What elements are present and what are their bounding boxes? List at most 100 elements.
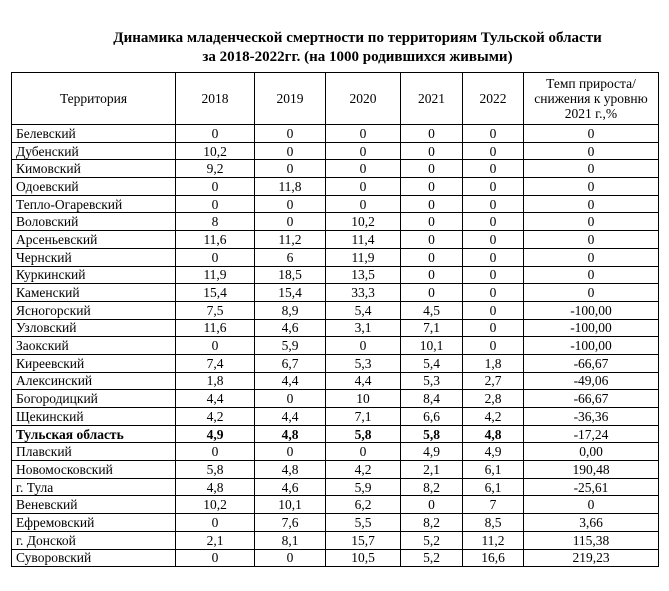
value-cell: 0 xyxy=(254,442,326,462)
table-row: Узловский 11,6 4,6 3,1 7,1 0 -100,00 xyxy=(11,318,659,338)
rate-cell: 219,23 xyxy=(523,548,659,568)
value-cell: 8,4 xyxy=(400,389,463,408)
table-row: Каменский 15,4 15,4 33,3 0 0 0 xyxy=(11,283,659,302)
territory-cell: Каменский xyxy=(11,283,176,302)
table-row: Алексинский 1,8 4,4 4,4 5,3 2,7 -49,06 xyxy=(11,371,659,391)
rate-cell: 0 xyxy=(523,247,659,267)
table-row: Киреевский 7,4 6,7 5,3 5,4 1,8 -66,67 xyxy=(11,353,659,373)
value-cell: 9,2 xyxy=(175,159,255,179)
value-cell: 11,9 xyxy=(325,247,401,267)
value-cell: 0 xyxy=(462,300,524,320)
value-cell: 0 xyxy=(175,124,255,143)
value-cell: 0 xyxy=(325,141,401,161)
table-row: Ефремовский 0 7,6 5,5 8,2 8,5 3,66 xyxy=(11,513,659,532)
table-row: Веневский 10,2 10,1 6,2 0 7 0 xyxy=(11,495,659,515)
value-cell: 0 xyxy=(400,177,463,196)
value-cell: 0 xyxy=(462,194,524,214)
rate-cell: 0 xyxy=(523,159,659,179)
value-cell: 13,5 xyxy=(325,265,401,285)
value-cell: 4,5 xyxy=(400,300,463,320)
value-cell: 8,5 xyxy=(462,513,524,532)
value-cell: 0 xyxy=(254,212,326,232)
value-cell: 5,3 xyxy=(325,353,401,373)
territory-cell: Куркинский xyxy=(11,265,176,285)
value-cell: 6,1 xyxy=(462,460,524,479)
value-cell: 8,2 xyxy=(400,477,463,497)
value-cell: 4,4 xyxy=(254,407,326,426)
value-cell: 0 xyxy=(400,194,463,214)
value-cell: 8,1 xyxy=(254,530,326,550)
value-cell: 0 xyxy=(254,124,326,143)
value-cell: 8 xyxy=(175,212,255,232)
column-header: 2019 xyxy=(254,72,326,125)
value-cell: 0 xyxy=(254,141,326,161)
rate-cell: 0 xyxy=(523,177,659,196)
territory-cell: Кимовский xyxy=(11,159,176,179)
value-cell: 0 xyxy=(462,177,524,196)
value-cell: 0 xyxy=(462,318,524,338)
value-cell: 2,7 xyxy=(462,371,524,391)
value-cell: 2,8 xyxy=(462,389,524,408)
value-cell: 0 xyxy=(400,247,463,267)
value-cell: 33,3 xyxy=(325,283,401,302)
value-cell: 0 xyxy=(462,159,524,179)
value-cell: 4,2 xyxy=(325,460,401,479)
value-cell: 4,4 xyxy=(325,371,401,391)
value-cell: 6 xyxy=(254,247,326,267)
value-cell: 4,6 xyxy=(254,477,326,497)
value-cell: 15,4 xyxy=(254,283,326,302)
value-cell: 0 xyxy=(254,194,326,214)
value-cell: 0 xyxy=(325,442,401,462)
table-row: Куркинский 11,9 18,5 13,5 0 0 0 xyxy=(11,265,659,285)
value-cell: 0 xyxy=(175,442,255,462)
table-row: Богородицкий 4,4 0 10 8,4 2,8 -66,67 xyxy=(11,389,659,408)
value-cell: 0 xyxy=(462,283,524,302)
value-cell: 0 xyxy=(462,141,524,161)
territory-cell: Белевский xyxy=(11,124,176,143)
mortality-table: Территория 2018 2019 2020 2021 2022 Темп приро… xyxy=(11,72,659,568)
value-cell: 0 xyxy=(175,177,255,196)
value-cell: 16,6 xyxy=(462,548,524,568)
value-cell: 10,5 xyxy=(325,548,401,568)
table-row: Дубенский 10,2 0 0 0 0 0 xyxy=(11,141,659,161)
value-cell: 15,7 xyxy=(325,530,401,550)
table-row: Суворовский 0 0 10,5 5,2 16,6 219,23 xyxy=(11,548,659,568)
table-row: Тепло-Огаревский 0 0 0 0 0 0 xyxy=(11,194,659,214)
value-cell: 0 xyxy=(462,265,524,285)
value-cell: 4,8 xyxy=(254,424,326,444)
value-cell: 10 xyxy=(325,389,401,408)
value-cell: 5,2 xyxy=(400,530,463,550)
table-row: Кимовский 9,2 0 0 0 0 0 xyxy=(11,159,659,179)
rate-cell: 190,48 xyxy=(523,460,659,479)
rate-cell: -49,06 xyxy=(523,371,659,391)
territory-cell: Веневский xyxy=(11,495,176,515)
table-row: Плавский 0 0 0 4,9 4,9 0,00 xyxy=(11,442,659,462)
value-cell: 0 xyxy=(400,159,463,179)
value-cell: 5,3 xyxy=(400,371,463,391)
rate-cell: 0,00 xyxy=(523,442,659,462)
value-cell: 0 xyxy=(325,124,401,143)
column-header: Темп прироста/ снижения к уровню 2021 г.… xyxy=(523,72,659,125)
header-row: Территория 2018 2019 2020 2021 2022 Темп приро… xyxy=(11,72,659,125)
value-cell: 2,1 xyxy=(175,530,255,550)
value-cell: 0 xyxy=(325,336,401,355)
table-row: Белевский 0 0 0 0 0 0 xyxy=(11,124,659,143)
value-cell: 7,4 xyxy=(175,353,255,373)
territory-cell: Богородицкий xyxy=(11,389,176,408)
value-cell: 0 xyxy=(175,247,255,267)
value-cell: 11,9 xyxy=(175,265,255,285)
value-cell: 5,4 xyxy=(400,353,463,373)
territory-cell: Киреевский xyxy=(11,353,176,373)
title-line-2: за 2018-2022гг. (на 1000 родившихся живы… xyxy=(202,49,513,65)
value-cell: 5,2 xyxy=(400,548,463,568)
value-cell: 4,9 xyxy=(400,442,463,462)
territory-cell: Одоевский xyxy=(11,177,176,196)
rate-cell: 115,38 xyxy=(523,530,659,550)
territory-cell: Ефремовский xyxy=(11,513,176,532)
table-row: Одоевский 0 11,8 0 0 0 0 xyxy=(11,177,659,196)
value-cell: 0 xyxy=(175,194,255,214)
table-row: Ясногорский 7,5 8,9 5,4 4,5 0 -100,00 xyxy=(11,300,659,320)
value-cell: 5,8 xyxy=(325,424,401,444)
value-cell: 0 xyxy=(254,159,326,179)
territory-cell: Тульская область xyxy=(11,424,176,444)
